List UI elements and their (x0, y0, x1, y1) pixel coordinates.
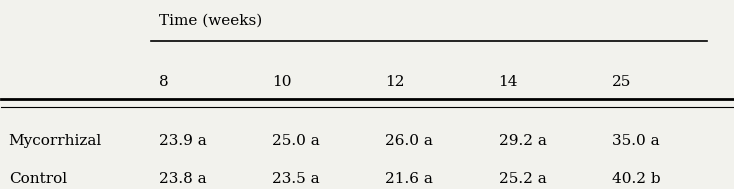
Text: 8: 8 (159, 75, 168, 89)
Text: 23.8 a: 23.8 a (159, 172, 206, 186)
Text: 40.2 b: 40.2 b (612, 172, 661, 186)
Text: 21.6 a: 21.6 a (385, 172, 433, 186)
Text: 35.0 a: 35.0 a (612, 134, 660, 148)
Text: 10: 10 (272, 75, 291, 89)
Text: Mycorrhizal: Mycorrhizal (9, 134, 102, 148)
Text: 23.9 a: 23.9 a (159, 134, 206, 148)
Text: 12: 12 (385, 75, 404, 89)
Text: 23.5 a: 23.5 a (272, 172, 319, 186)
Text: 25.2 a: 25.2 a (498, 172, 546, 186)
Text: Control: Control (9, 172, 67, 186)
Text: 25: 25 (612, 75, 631, 89)
Text: Time (weeks): Time (weeks) (159, 14, 262, 28)
Text: 14: 14 (498, 75, 518, 89)
Text: 29.2 a: 29.2 a (498, 134, 547, 148)
Text: 25.0 a: 25.0 a (272, 134, 320, 148)
Text: 26.0 a: 26.0 a (385, 134, 433, 148)
